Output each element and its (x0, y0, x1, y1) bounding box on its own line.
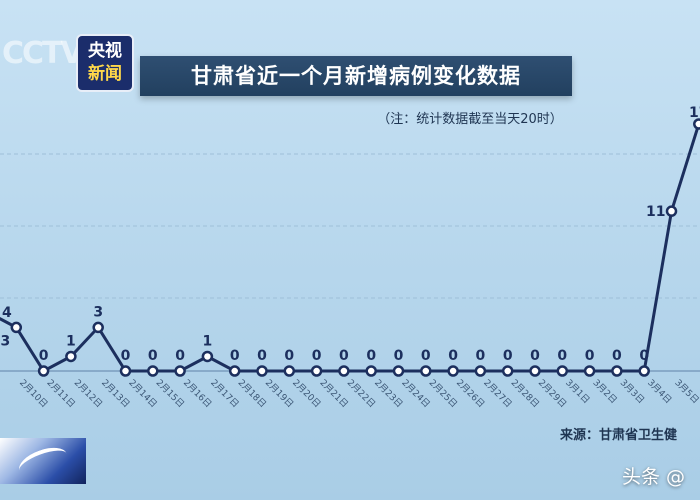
data-point (65, 350, 77, 363)
x-tick-labels: 2月10日2月11日2月12日2月13日2月14日2月15日2月16日2月17日… (17, 377, 700, 410)
series-line (0, 123, 700, 373)
x-tick-label: 2月11日 (44, 377, 77, 410)
data-point (556, 365, 569, 377)
watermark: 头条 @ (622, 466, 686, 488)
news-badge: 央视 新闻 (76, 34, 134, 92)
x-tick-label: 2月22日 (345, 377, 378, 410)
x-tick-label: 2月10日 (17, 377, 50, 410)
data-label: 0 (175, 348, 185, 364)
news-badge-line2: 新闻 (88, 64, 122, 84)
data-label: 11 (646, 204, 665, 220)
x-tick-label: 2月27日 (481, 377, 514, 410)
data-point (310, 365, 323, 377)
data-point (338, 365, 350, 377)
data-point (392, 365, 405, 377)
data-label: 0 (639, 348, 649, 364)
x-tick-label: 2月13日 (99, 377, 132, 410)
x-tick-label: 3月5日 (672, 377, 700, 406)
data-point (583, 365, 596, 377)
x-tick-label: 2月24日 (399, 377, 432, 410)
data-label: 0 (148, 348, 158, 364)
data-point (283, 365, 296, 377)
data-label: 0 (503, 348, 513, 364)
data-label: 1 (66, 333, 76, 349)
x-tick-label: 2月15日 (154, 377, 187, 410)
data-label: 0 (257, 348, 267, 364)
x-tick-label: 2月20日 (290, 377, 323, 410)
x-tick-label: 3月4日 (645, 377, 674, 406)
news-badge-line1: 央视 (88, 41, 122, 61)
data-point (611, 365, 623, 377)
x-tick-label: 2月12日 (72, 377, 105, 410)
x-tick-label: 2月16日 (181, 377, 214, 410)
data-label: 0 (366, 348, 376, 364)
data-point (37, 365, 50, 377)
data-point (119, 365, 132, 377)
swoosh-graphic (15, 442, 71, 482)
data-point (10, 321, 23, 334)
data-point (638, 365, 650, 377)
data-label: 0 (121, 348, 131, 364)
data-point (147, 365, 159, 377)
data-label: 0 (557, 348, 567, 364)
data-label: 0 (585, 348, 595, 364)
data-point (529, 365, 541, 377)
x-tick-label: 3月3日 (618, 377, 647, 406)
x-tick-label: 3月2日 (590, 377, 619, 406)
data-label: 3 (93, 304, 103, 320)
data-label: 4 (2, 305, 12, 321)
x-tick-label: 2月28日 (509, 377, 542, 410)
data-point (174, 365, 186, 377)
data-label: 1 (203, 333, 213, 349)
x-tick-label: 2月21日 (317, 377, 350, 410)
data-point (665, 205, 678, 217)
data-label: 0 (284, 348, 294, 364)
x-tick-label: 2月14日 (126, 377, 159, 410)
data-labels: 4 3 0 1 3 0 0 0 1 0 0 0 0 0 0 0 0 0 0 0 0 0 0 0 0 11 17 (1, 105, 700, 364)
x-tick-label: 2月29日 (536, 377, 569, 410)
source-text: 来源：甘肃省卫生健 (560, 428, 678, 443)
data-point (474, 365, 487, 377)
data-label: 0 (394, 348, 404, 364)
x-tick-label: 2月26日 (454, 377, 487, 410)
data-point (228, 365, 241, 377)
data-label: 0 (530, 348, 540, 364)
data-label: 0 (612, 348, 622, 364)
data-point (501, 365, 514, 377)
x-tick-label: 2月18日 (236, 377, 269, 410)
x-tick-label: 2月19日 (263, 377, 296, 410)
data-point (420, 365, 432, 377)
chart-note: （注：统计数据截至当天20时） (377, 112, 563, 127)
data-label: 3 (1, 333, 11, 349)
data-label: 0 (312, 348, 322, 364)
chart-title: 甘肃省近一个月新增病例变化数据 (140, 56, 572, 96)
grid-lines (0, 153, 700, 299)
data-point (201, 350, 214, 363)
data-label: 0 (421, 348, 431, 364)
x-tick-label: 2月25日 (427, 377, 460, 410)
data-label: 17 (689, 105, 700, 121)
data-point (92, 321, 104, 334)
data-label: 0 (339, 348, 349, 364)
data-label: 0 (476, 348, 486, 364)
data-label: 0 (230, 348, 240, 364)
data-points (10, 118, 700, 377)
data-label: 0 (39, 348, 49, 364)
corner-thumbnail (0, 438, 86, 484)
x-tick-label: 2月17日 (208, 377, 241, 410)
data-label: 0 (448, 348, 458, 364)
data-point (693, 118, 700, 130)
x-tick-label: 2月23日 (372, 377, 405, 410)
data-point (447, 365, 459, 377)
data-point (365, 365, 377, 377)
data-point (256, 365, 268, 377)
